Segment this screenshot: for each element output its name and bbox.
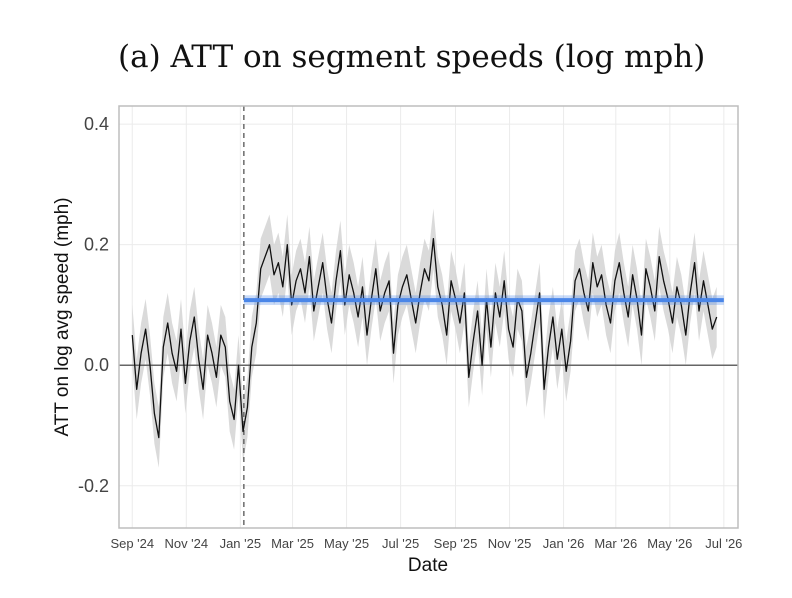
confidence-band-layer xyxy=(132,208,717,468)
x-tick-label: Jan '25 xyxy=(220,536,262,551)
plot-panel-border xyxy=(118,105,739,529)
x-tick-label: May '26 xyxy=(647,536,692,551)
y-tick-label: 0.2 xyxy=(84,235,109,255)
x-tick-label: Jan '26 xyxy=(543,536,585,551)
daily-att-line xyxy=(131,237,718,439)
y-tick-label: -0.2 xyxy=(78,476,109,496)
x-tick-label: Jul '26 xyxy=(705,536,742,551)
y-tick-label: 0.0 xyxy=(84,355,109,375)
y-tick-label: 0.4 xyxy=(84,114,109,134)
x-tick-label: Nov '24 xyxy=(164,536,208,551)
x-axis-title: Date xyxy=(408,555,448,576)
x-axis-ticks: Sep '24 Nov '24 Jan '25 Mar '25 May '25 Jul '… xyxy=(110,536,742,551)
x-tick-label: May '25 xyxy=(324,536,369,551)
x-tick-label: Jul '25 xyxy=(382,536,419,551)
x-tick-label: Mar '25 xyxy=(271,536,314,551)
x-tick-label: Mar '26 xyxy=(594,536,637,551)
x-tick-label: Sep '25 xyxy=(434,536,478,551)
pooled-att-layer xyxy=(243,295,724,305)
daily-confidence-band xyxy=(132,208,717,468)
grid-lines xyxy=(119,106,738,528)
y-axis-title: ATT on log avg speed (mph) xyxy=(52,197,73,436)
daily-att-layer xyxy=(131,237,718,439)
y-axis-ticks: 0.4 0.2 0.0 -0.2 xyxy=(78,114,109,496)
x-tick-label: Nov '25 xyxy=(488,536,532,551)
x-tick-label: Sep '24 xyxy=(110,536,154,551)
chart-title: (a) ATT on segment speeds (log mph) xyxy=(118,39,705,75)
